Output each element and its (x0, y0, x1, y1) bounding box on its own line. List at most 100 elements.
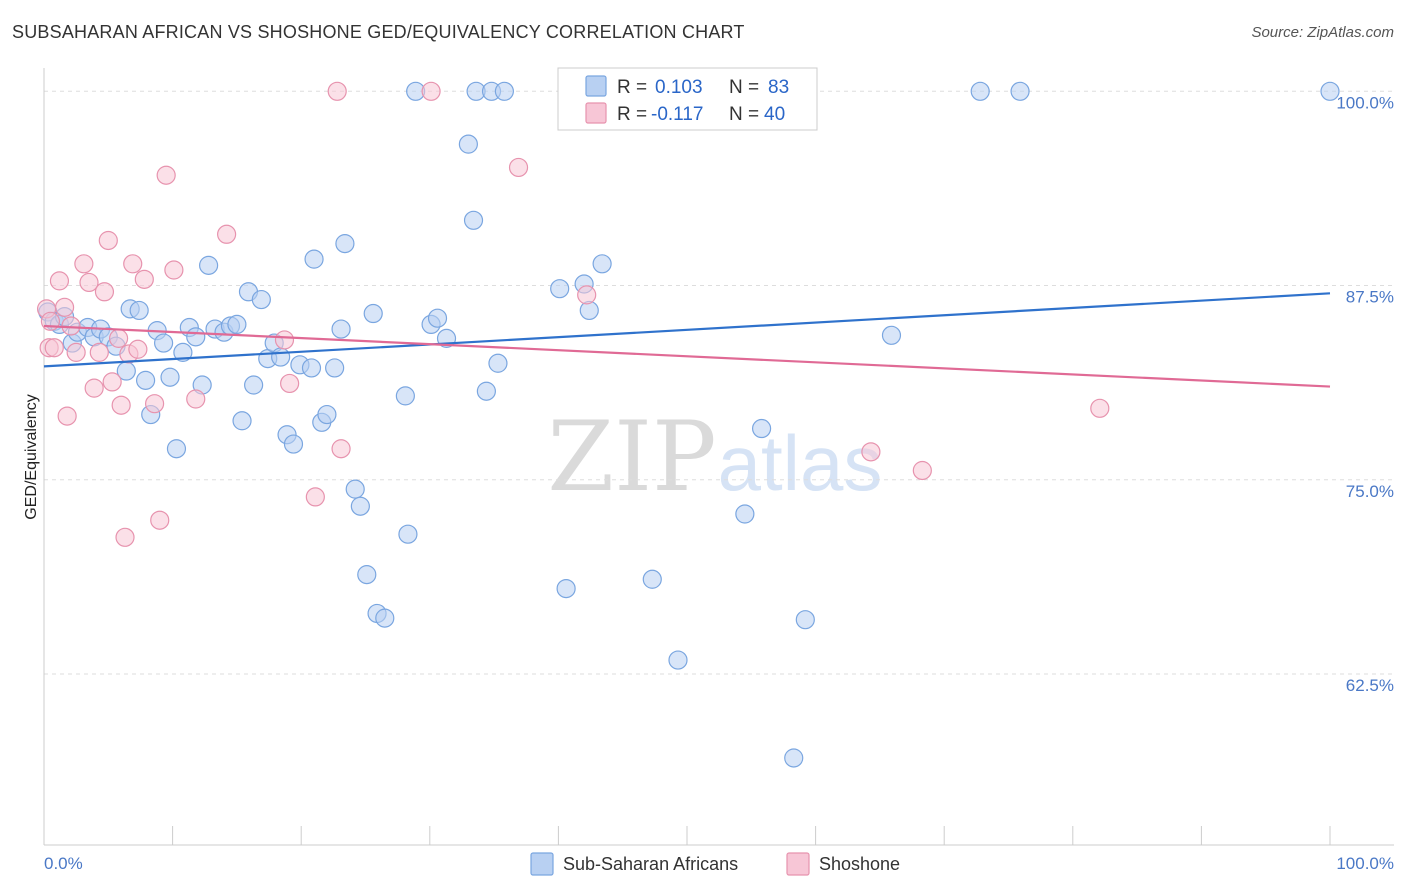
chart-title: SUBSAHARAN AFRICAN VS SHOSHONE GED/EQUIV… (12, 22, 745, 42)
y-axis-labels: 100.0% 87.5% 75.0% 62.5% (1336, 93, 1394, 695)
point-blue-46 (345, 479, 365, 499)
point-blue-70 (642, 569, 662, 589)
y-axis-title: GED/Equivalency (23, 394, 40, 519)
point-pink-31 (331, 439, 351, 459)
point-pink-25 (186, 389, 206, 409)
point-blue-40 (304, 249, 324, 269)
point-pink-29 (305, 487, 325, 507)
point-blue-71 (668, 650, 688, 670)
point-blue-20 (173, 342, 193, 362)
point-pink-8 (79, 272, 99, 293)
point-blue-13 (129, 300, 149, 321)
correlation-legend: R = 0.103 N = 83 R = -0.117 N = 40 (557, 67, 818, 131)
trend-line-pink (43, 324, 1331, 388)
legend-r-value-pink: -0.117 (651, 104, 703, 125)
point-blue-19 (166, 439, 187, 459)
point-pink-19 (128, 339, 148, 359)
point-pink-10 (89, 342, 109, 362)
point-blue-44 (331, 319, 351, 339)
point-pink-6 (66, 342, 86, 362)
series-shoshone (36, 81, 1110, 547)
point-blue-63 (488, 353, 508, 373)
watermark: ZIP atlas (547, 401, 882, 513)
point-blue-43 (325, 358, 345, 378)
point-pink-30 (327, 81, 347, 101)
source-credit: Source: ZipAtlas.com (1251, 24, 1394, 41)
point-pink-14 (108, 328, 129, 348)
point-pink-12 (98, 230, 118, 251)
watermark-zip: ZIP (547, 401, 716, 513)
point-blue-76 (795, 610, 815, 630)
point-blue-32 (251, 289, 271, 310)
point-pink-27 (274, 330, 295, 350)
point-blue-79 (1010, 81, 1030, 101)
point-blue-18 (160, 367, 180, 387)
point-blue-47 (350, 496, 370, 516)
point-blue-49 (363, 303, 383, 324)
point-blue-75 (784, 748, 804, 768)
point-pink-2 (49, 271, 70, 291)
legend-n-value-pink: 40 (764, 104, 785, 125)
y-tick-label-0: 100.0% (1336, 93, 1394, 112)
point-blue-77 (881, 325, 902, 345)
point-blue-22 (186, 327, 206, 347)
point-blue-64 (494, 81, 514, 101)
legend-r-label-blue: R = (617, 77, 647, 98)
point-blue-80 (1320, 81, 1340, 101)
trend-line-blue (43, 292, 1331, 368)
legend-n-label-pink: N = (729, 104, 759, 125)
point-blue-56 (427, 308, 448, 328)
point-pink-13 (102, 372, 122, 392)
point-pink-3 (54, 297, 75, 317)
point-pink-15 (111, 395, 131, 415)
point-blue-73 (735, 504, 755, 524)
point-blue-31 (244, 375, 264, 395)
point-blue-28 (227, 314, 247, 335)
point-pink-23 (156, 165, 176, 185)
point-blue-39 (301, 358, 322, 378)
point-blue-14 (135, 370, 156, 390)
legend-r-label-pink: R = (617, 104, 647, 125)
point-pink-24 (164, 260, 184, 280)
point-blue-66 (556, 578, 576, 599)
point-blue-42 (317, 404, 337, 425)
point-pink-26 (217, 224, 237, 244)
point-blue-51 (375, 608, 395, 628)
point-blue-69 (592, 254, 612, 274)
legend-r-value-blue: 0.103 (655, 77, 703, 98)
point-pink-33 (508, 157, 529, 178)
point-blue-53 (398, 524, 418, 544)
point-pink-20 (134, 269, 154, 289)
y-tick-label-2: 75.0% (1346, 482, 1394, 501)
series-legend: Sub-Saharan Africans Shoshone (530, 852, 900, 876)
point-blue-17 (153, 333, 174, 353)
series-legend-swatch-pink (786, 852, 810, 876)
point-pink-1 (44, 338, 64, 358)
point-blue-52 (395, 386, 415, 406)
x-tick-label-max: 100.0% (1336, 854, 1394, 873)
x-tick-label-min: 0.0% (44, 854, 83, 873)
point-pink-22 (150, 510, 170, 530)
point-blue-37 (283, 434, 304, 454)
point-pink-16 (115, 527, 135, 547)
point-pink-35 (861, 442, 881, 462)
legend-swatch-pink (585, 102, 607, 124)
point-pink-21 (144, 394, 165, 414)
point-pink-37 (1090, 398, 1110, 418)
point-pink-11 (94, 282, 115, 302)
point-pink-4 (57, 406, 77, 426)
series-legend-label-pink: Shoshone (819, 854, 900, 874)
point-blue-29 (232, 411, 252, 431)
point-pink-34 (577, 285, 597, 305)
point-blue-78 (970, 81, 990, 101)
point-blue-24 (199, 255, 219, 275)
point-blue-45 (335, 234, 355, 254)
x-axis-ticks (43, 826, 1331, 845)
legend-n-label-blue: N = (729, 77, 759, 98)
point-blue-48 (357, 565, 377, 585)
point-blue-59 (463, 210, 484, 230)
point-pink-18 (123, 254, 143, 274)
legend-swatch-blue (585, 75, 607, 97)
point-pink-36 (912, 460, 932, 481)
